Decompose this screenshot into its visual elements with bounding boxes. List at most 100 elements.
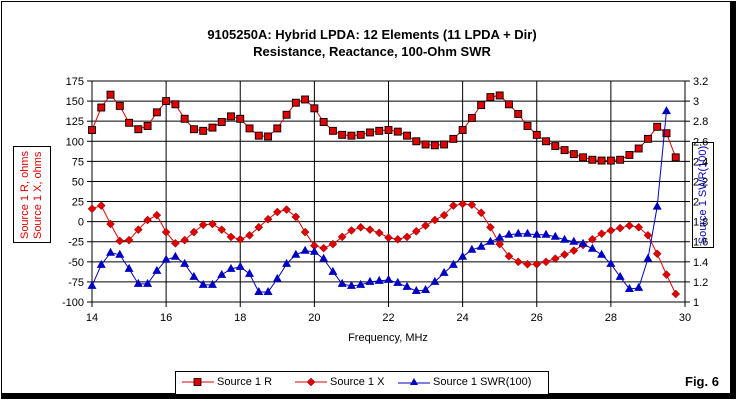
data-point-triangle	[245, 268, 255, 277]
data-point-triangle	[495, 232, 505, 241]
y-right-tick-label: 1.4	[693, 257, 708, 269]
data-point-diamond	[467, 200, 477, 210]
data-point-diamond	[662, 270, 671, 280]
x-tick-label: 26	[531, 312, 543, 324]
y-right-tick-label: 1	[693, 297, 699, 309]
data-point-triangle	[319, 253, 329, 262]
data-point-diamond	[597, 229, 606, 239]
data-point-triangle	[606, 258, 616, 267]
data-point-square	[236, 114, 245, 123]
data-point-triangle	[597, 249, 607, 258]
data-point-square	[384, 126, 393, 134]
data-point-diamond	[356, 222, 366, 232]
series-source-1-r	[88, 90, 680, 165]
data-point-triangle	[541, 229, 551, 238]
data-point-triangle	[476, 241, 486, 250]
data-point-square	[597, 156, 606, 165]
data-point-diamond	[532, 259, 542, 269]
data-point-square	[245, 124, 254, 133]
data-point-triangle	[263, 286, 273, 295]
data-point-diamond	[411, 226, 421, 236]
data-point-diamond	[282, 205, 291, 214]
data-point-square	[171, 100, 180, 109]
data-point-triangle	[550, 231, 560, 240]
data-point-triangle	[309, 246, 319, 255]
data-point-square	[421, 140, 430, 149]
data-point-diamond	[347, 226, 356, 235]
data-point-diamond	[291, 212, 301, 222]
data-point-square	[616, 155, 625, 164]
data-point-diamond	[486, 222, 495, 232]
data-point-diamond	[272, 207, 282, 217]
data-point-square	[634, 144, 643, 153]
data-point-diamond	[337, 232, 347, 242]
x-tick-label: 14	[86, 312, 98, 324]
data-point-triangle	[439, 267, 449, 276]
data-point-square	[477, 101, 486, 110]
data-point-triangle	[374, 275, 384, 284]
data-point-square	[606, 156, 615, 165]
data-point-diamond	[634, 222, 644, 232]
data-point-square	[319, 118, 328, 126]
data-point-triangle	[235, 261, 245, 270]
data-point-triangle	[513, 228, 523, 237]
data-point-diamond	[328, 239, 338, 249]
data-point-triangle	[522, 228, 532, 237]
data-point-square	[291, 98, 300, 107]
data-point-diamond	[300, 227, 310, 237]
data-point-square	[653, 122, 662, 131]
data-point-square	[458, 126, 467, 134]
data-point-triangle	[624, 283, 634, 292]
data-point-diamond	[235, 234, 245, 244]
legend-triangle-marker-icon	[398, 378, 430, 385]
data-point-triangle	[189, 271, 199, 280]
data-point-triangle	[421, 284, 431, 293]
data-point-diamond	[115, 236, 125, 246]
data-point-triangle	[115, 249, 125, 258]
data-point-diamond	[513, 257, 523, 267]
data-point-diamond	[245, 230, 254, 240]
data-point-square	[264, 132, 272, 141]
data-point-diamond	[384, 233, 393, 243]
data-point-diamond	[476, 208, 486, 218]
data-point-triangle	[652, 201, 662, 210]
data-point-diamond	[541, 257, 551, 267]
data-point-square	[551, 142, 560, 151]
data-point-square	[88, 126, 96, 134]
data-point-triangle	[356, 279, 366, 288]
x-tick-label: 18	[234, 312, 246, 324]
data-point-square	[356, 130, 365, 139]
legend-label-r: Source 1 R	[217, 376, 273, 388]
data-point-triangle	[634, 282, 644, 291]
data-point-triangle	[448, 259, 458, 268]
data-point-square	[301, 95, 310, 104]
y-left-tick-label: 125	[66, 116, 84, 128]
data-point-square	[162, 97, 171, 106]
data-point-diamond	[439, 210, 449, 220]
data-point-square	[440, 140, 449, 149]
legend-item-x: Source 1 X	[295, 376, 384, 388]
data-point-diamond	[143, 215, 152, 225]
y-left-tick-label: 75	[72, 156, 84, 168]
data-point-square	[199, 126, 208, 135]
data-point-square	[579, 153, 588, 162]
data-point-triangle	[402, 281, 412, 290]
data-point-triangle	[87, 280, 97, 289]
data-point-square	[273, 124, 282, 133]
data-point-triangle	[661, 106, 671, 115]
y-left-tick-label: -100	[62, 297, 84, 309]
data-point-diamond	[625, 221, 634, 231]
legend-label-swr: Source 1 SWR(100)	[433, 376, 532, 388]
grid-lines	[91, 80, 686, 303]
data-point-diamond	[171, 238, 180, 248]
data-point-diamond	[606, 226, 616, 235]
data-point-square	[532, 130, 541, 139]
data-point-triangle	[96, 259, 106, 268]
x-tick-label: 20	[308, 312, 320, 324]
data-point-square	[180, 114, 189, 123]
data-point-triangle	[143, 278, 153, 287]
y-left-tick-label: 25	[72, 197, 84, 209]
legend-label-x: Source 1 X	[330, 376, 385, 388]
data-point-square	[227, 112, 235, 121]
data-point-triangle	[226, 263, 236, 272]
